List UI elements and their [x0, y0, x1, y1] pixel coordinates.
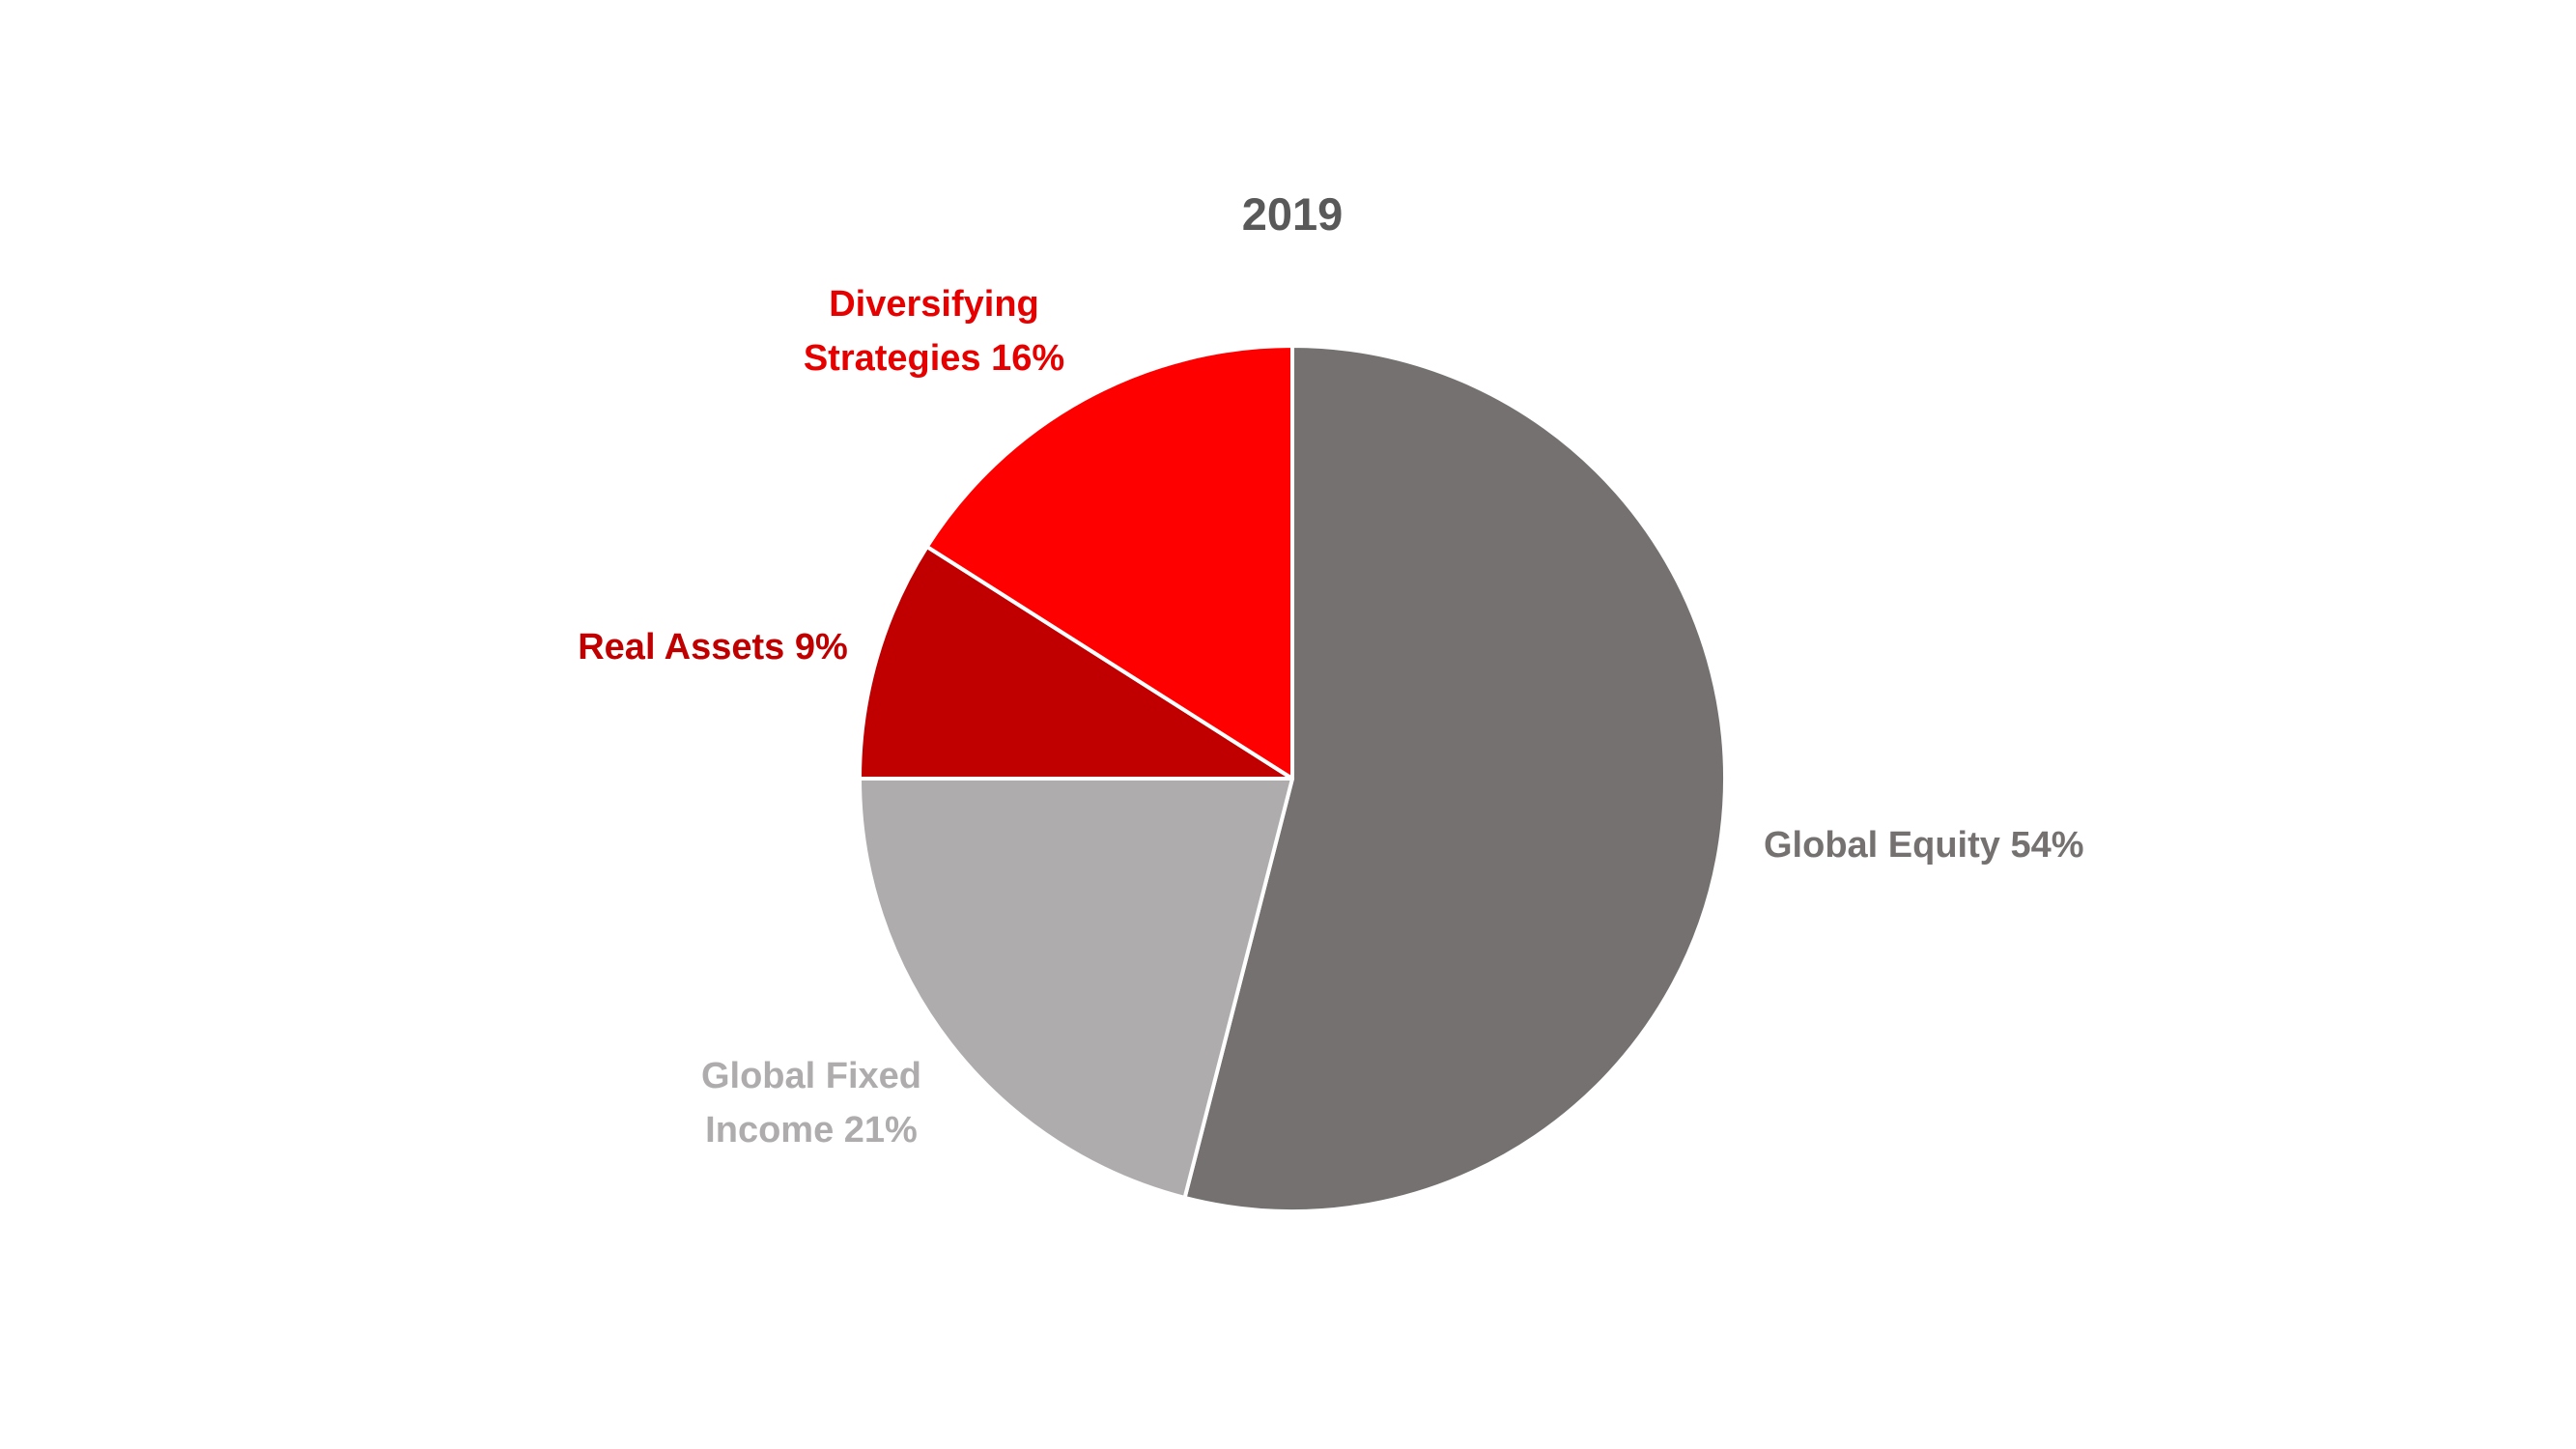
data-label-line: Global Equity 54%	[1764, 825, 2084, 866]
data-label-line: Strategies 16%	[804, 338, 1064, 379]
data-label-global-equity: Global Equity 54%	[1764, 825, 2084, 866]
data-label-line: Real Assets 9%	[578, 627, 848, 668]
data-label-global-fixed-income: Global Fixed Income 21%	[701, 1056, 921, 1151]
data-label-line: Diversifying	[829, 284, 1039, 325]
pie-slice-real-assets	[858, 544, 1294, 781]
chart-title: 2019	[1242, 188, 1344, 240]
data-label-line: Global Fixed	[701, 1056, 921, 1096]
data-label-diversifying-strategies: Diversifying Strategies 16%	[804, 284, 1064, 379]
pie-labels: Global Equity 54% Global Fixed Income 21% R…	[578, 284, 2083, 1151]
pie-slice-diversifying-strategies	[924, 344, 1294, 781]
pie-slice-global-fixed-income	[858, 777, 1294, 1200]
data-label-real-assets: Real Assets 9%	[578, 627, 848, 668]
pie-slices	[858, 344, 1727, 1213]
data-label-line: Income 21%	[705, 1110, 918, 1151]
pie-slice-global-equity	[1182, 344, 1727, 1213]
